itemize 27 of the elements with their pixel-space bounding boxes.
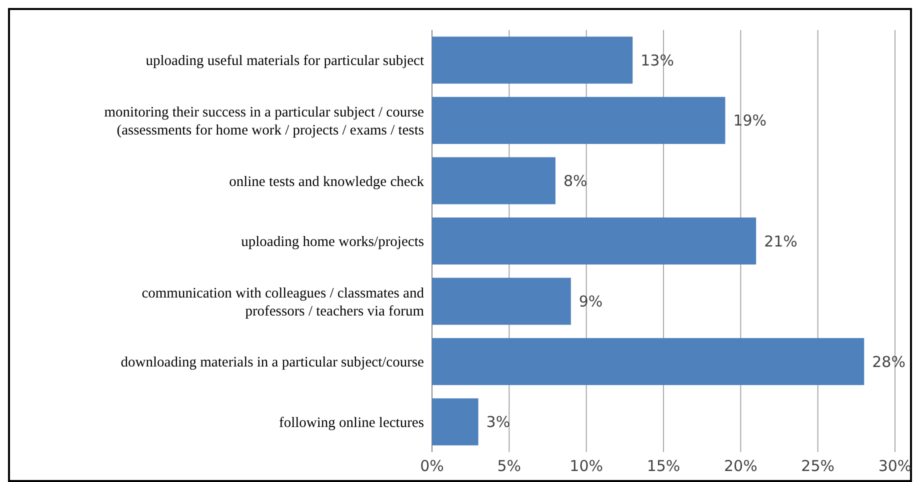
bar	[432, 338, 864, 386]
bar	[432, 398, 478, 446]
x-tick-label: 10%	[570, 457, 604, 475]
bar	[432, 157, 556, 204]
bar	[432, 96, 726, 144]
x-tick-label: 5%	[497, 457, 522, 475]
data-label: 28%	[872, 352, 906, 371]
bar	[432, 36, 633, 84]
bar	[432, 217, 756, 265]
data-label: 8%	[563, 172, 588, 190]
bar	[432, 278, 571, 325]
y-tick-label: downloading materials in a particular subject/course	[120, 354, 424, 371]
y-tick-label: monitoring their success in a particular subject / course (assessments for home work / projects / exams / tests	[104, 104, 424, 139]
x-tick-label: 20%	[724, 457, 758, 475]
y-tick-label: uploading useful materials for particular subject	[146, 53, 424, 70]
x-tick-label: 0%	[420, 457, 444, 475]
data-label: 13%	[640, 51, 674, 70]
x-tick-label: 15%	[646, 457, 680, 475]
data-label: 21%	[764, 232, 798, 250]
y-tick-label: communication with colleagues / classmates and professors / teachers via forum	[142, 285, 425, 320]
y-tick-label: uploading home works/projects	[241, 234, 424, 250]
y-tick-label: following online lectures	[279, 414, 424, 431]
y-tick-label: online tests and knowledge check	[229, 174, 425, 190]
data-label: 9%	[578, 292, 603, 311]
data-label: 3%	[486, 413, 510, 432]
x-tick-label: 25%	[801, 457, 835, 475]
data-label: 19%	[733, 112, 767, 130]
